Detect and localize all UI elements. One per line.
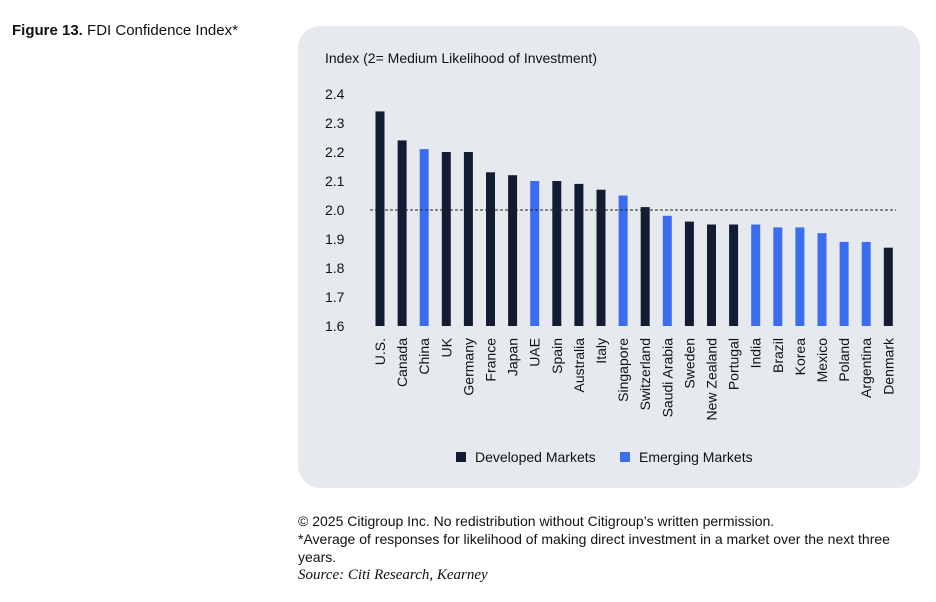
bar	[684, 221, 694, 326]
x-tick-label: Saudi Arabia	[659, 338, 675, 418]
x-tick-label: U.S.	[372, 338, 388, 365]
bar	[883, 247, 893, 326]
bar	[397, 140, 407, 326]
bar	[751, 224, 761, 326]
y-tick-label: 1.9	[325, 231, 345, 247]
bar	[552, 181, 562, 326]
figure-title-text: FDI Confidence Index*	[87, 22, 238, 39]
bar	[773, 227, 783, 326]
bar	[817, 233, 827, 326]
x-tick-label: Korea	[792, 338, 808, 376]
footnote-text: *Average of responses for likelihood of …	[298, 531, 890, 565]
bar	[662, 215, 672, 326]
y-tick-label: 2.0	[325, 202, 345, 218]
x-tick-label: Denmark	[880, 337, 896, 395]
y-tick-label: 1.8	[325, 260, 345, 276]
bar	[530, 181, 540, 326]
bar	[486, 172, 495, 326]
bar	[839, 241, 849, 326]
bar	[861, 241, 871, 326]
y-tick-label: 2.2	[325, 144, 345, 160]
x-tick-label: Italy	[593, 338, 609, 364]
legend-label: Developed Markets	[475, 449, 596, 465]
x-tick-label: China	[416, 338, 432, 375]
bar	[618, 195, 628, 326]
bar	[375, 111, 385, 327]
bar	[574, 183, 584, 326]
copyright-text: © 2025 Citigroup Inc. No redistribution …	[298, 513, 775, 529]
legend-label: Emerging Markets	[639, 449, 753, 465]
x-tick-label: Canada	[394, 338, 410, 387]
bar	[596, 189, 606, 326]
x-tick-label: Germany	[460, 338, 476, 396]
x-tick-label: Australia	[571, 338, 587, 393]
y-tick-label: 2.1	[325, 173, 345, 189]
x-tick-label: Switzerland	[637, 338, 653, 410]
figure-title: Figure 13. FDI Confidence Index*	[12, 22, 238, 39]
y-tick-label: 2.4	[325, 86, 345, 102]
y-tick-label: 1.6	[325, 318, 345, 334]
y-axis-label: Index (2= Medium Likelihood of Investmen…	[325, 50, 597, 66]
figure-label: Figure 13.	[12, 22, 83, 39]
legend-swatch	[456, 452, 466, 462]
x-tick-label: New Zealand	[704, 338, 720, 421]
bar	[463, 152, 473, 326]
x-tick-label: Spain	[549, 338, 565, 374]
bar	[508, 175, 518, 326]
chart-panel: Index (2= Medium Likelihood of Investmen…	[298, 26, 920, 488]
x-tick-label: Portugal	[726, 338, 742, 390]
bar	[640, 207, 650, 326]
source-text: Source: Citi Research, Kearney	[298, 567, 488, 583]
x-tick-label: Brazil	[770, 338, 786, 373]
x-tick-label: France	[483, 338, 499, 382]
x-tick-label: Mexico	[814, 338, 830, 383]
x-tick-label: India	[748, 338, 764, 369]
bar	[707, 224, 716, 326]
bar	[441, 152, 451, 326]
x-tick-label: Japan	[505, 338, 521, 376]
bar	[729, 224, 739, 326]
x-tick-label: UK	[438, 337, 454, 357]
x-tick-label: Poland	[836, 338, 852, 382]
x-tick-label: Argentina	[858, 338, 874, 398]
x-tick-label: Singapore	[615, 338, 631, 402]
bar-chart: Index (2= Medium Likelihood of Investmen…	[325, 50, 896, 465]
bar	[795, 227, 805, 326]
x-tick-label: Sweden	[681, 338, 697, 389]
notes: © 2025 Citigroup Inc. No redistribution …	[298, 512, 918, 584]
legend-swatch	[620, 452, 630, 462]
y-tick-label: 1.7	[325, 289, 345, 305]
bar	[419, 149, 429, 326]
x-tick-label: UAE	[527, 338, 543, 367]
y-tick-label: 2.3	[325, 115, 345, 131]
